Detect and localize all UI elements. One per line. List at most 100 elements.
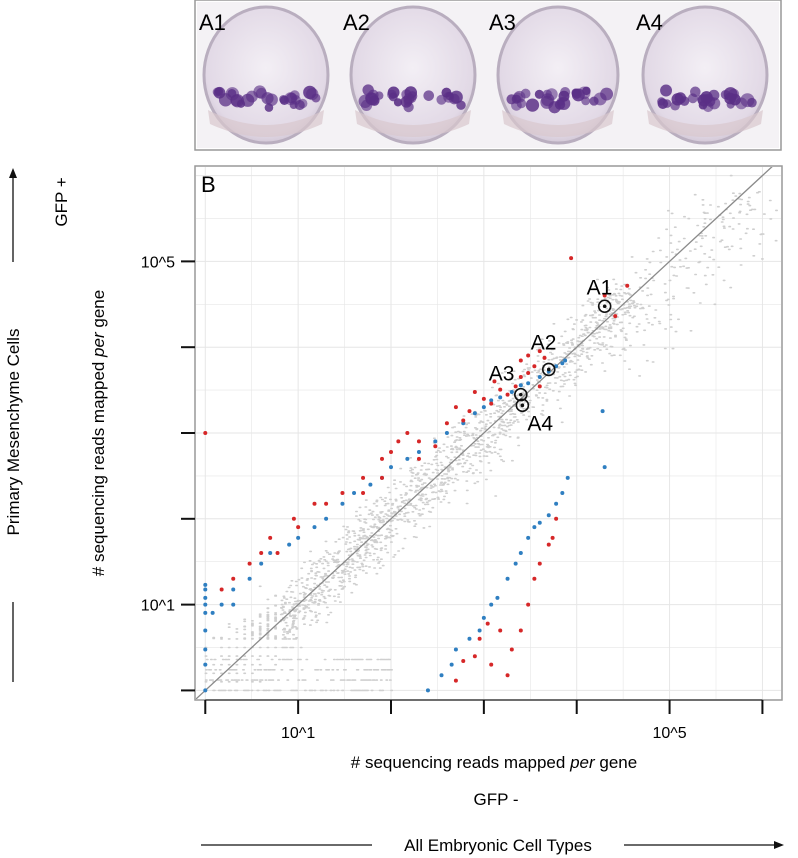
data-point	[425, 688, 430, 693]
stain-dot	[516, 98, 527, 109]
embryo-image-a3	[486, 2, 632, 148]
x-tick-label: 10^1	[281, 725, 315, 742]
data-point	[492, 379, 497, 384]
data-point	[203, 431, 208, 435]
stain-dot	[735, 97, 748, 110]
data-point	[600, 409, 605, 414]
data-point	[472, 411, 477, 416]
stain-dot	[294, 100, 305, 111]
data-point	[453, 405, 458, 410]
series-red	[203, 256, 630, 683]
data-point	[569, 256, 574, 261]
y-axis: 10^1 10^5	[141, 254, 195, 692]
data-point	[498, 628, 503, 633]
data-point	[513, 561, 518, 566]
data-point	[554, 516, 559, 521]
data-point	[361, 475, 366, 480]
data-point	[416, 450, 421, 455]
stain-dot	[253, 85, 267, 99]
data-point	[495, 595, 500, 600]
y-tick-label: 10^5	[141, 254, 175, 271]
data-point	[518, 374, 523, 379]
x-axis-label-pre: # sequencing reads mapped	[351, 753, 570, 772]
data-point	[526, 371, 531, 376]
data-point	[526, 353, 531, 358]
stain-dot	[687, 93, 698, 104]
stain-dot	[670, 101, 680, 111]
data-point	[296, 525, 301, 530]
data-point	[613, 314, 618, 319]
data-point	[247, 561, 252, 566]
stain-dots	[212, 85, 321, 112]
stain-dot	[697, 94, 710, 107]
x-tick-label: 10^5	[652, 725, 686, 742]
data-point	[602, 293, 607, 298]
data-point	[505, 576, 510, 581]
data-point	[489, 662, 494, 667]
bottom-side-arrow: All Embryonic Cell Types	[201, 832, 784, 856]
data-point	[481, 396, 486, 401]
data-point	[312, 501, 317, 506]
data-point	[453, 647, 458, 652]
data-point	[518, 358, 523, 363]
panel-b: A1 A2 A3 A4 B 10^1 10^5 10^1 10^5 # sequencin…	[52, 165, 783, 809]
data-point	[275, 550, 280, 555]
data-point	[467, 409, 472, 414]
panel-label-a1: A1	[199, 10, 226, 35]
data-point	[565, 475, 570, 480]
stain-dot	[560, 87, 571, 98]
data-point	[537, 561, 542, 566]
data-point	[231, 602, 236, 607]
annotated-gene-point	[519, 392, 523, 397]
data-point	[560, 490, 565, 495]
data-point	[477, 628, 482, 633]
annotated-gene-marker	[514, 387, 528, 402]
data-point	[416, 456, 421, 461]
stain-dot	[448, 93, 460, 105]
data-point	[368, 482, 373, 487]
annotated-gene-marker	[541, 362, 556, 377]
data-point	[389, 465, 393, 470]
data-point	[526, 381, 531, 386]
data-point	[537, 520, 542, 525]
stain-dot	[236, 99, 246, 108]
data-point	[247, 576, 252, 581]
data-point	[477, 636, 482, 641]
data-point	[542, 355, 547, 360]
data-point	[444, 431, 449, 435]
data-point	[505, 673, 510, 678]
data-point	[259, 550, 264, 555]
data-point	[481, 405, 486, 410]
data-point	[287, 542, 292, 547]
annotated-gene-label: A3	[489, 363, 515, 386]
annotated-gene-label: A2	[531, 331, 557, 354]
data-point	[481, 615, 486, 620]
data-point	[219, 602, 224, 607]
y-tick-label: 10^1	[141, 598, 175, 615]
data-point	[231, 587, 236, 592]
data-point	[461, 421, 466, 426]
data-point	[537, 384, 542, 389]
stain-dot	[436, 94, 447, 105]
stain-dot	[720, 89, 731, 100]
stain-dot	[534, 89, 544, 99]
data-point	[461, 659, 466, 664]
x-axis-label: # sequencing reads mapped per gene	[351, 753, 637, 772]
panel-label-a2: A2	[343, 10, 370, 35]
stain-dot	[506, 94, 517, 105]
panel-label-a3: A3	[489, 10, 516, 35]
data-point	[268, 535, 273, 540]
data-point	[210, 610, 215, 615]
panel-a: A1 A2 A3 A4	[194, 0, 782, 151]
x-axis: 10^1 10^5	[204, 699, 764, 742]
data-point	[405, 431, 410, 435]
stain-dot	[362, 84, 374, 96]
stain-dot	[525, 98, 540, 112]
data-point	[532, 525, 537, 530]
stain-dot	[303, 85, 317, 100]
stain-dot	[284, 92, 298, 106]
data-point	[625, 283, 630, 288]
data-point	[485, 621, 490, 626]
data-point	[340, 501, 345, 506]
data-point	[489, 401, 494, 406]
